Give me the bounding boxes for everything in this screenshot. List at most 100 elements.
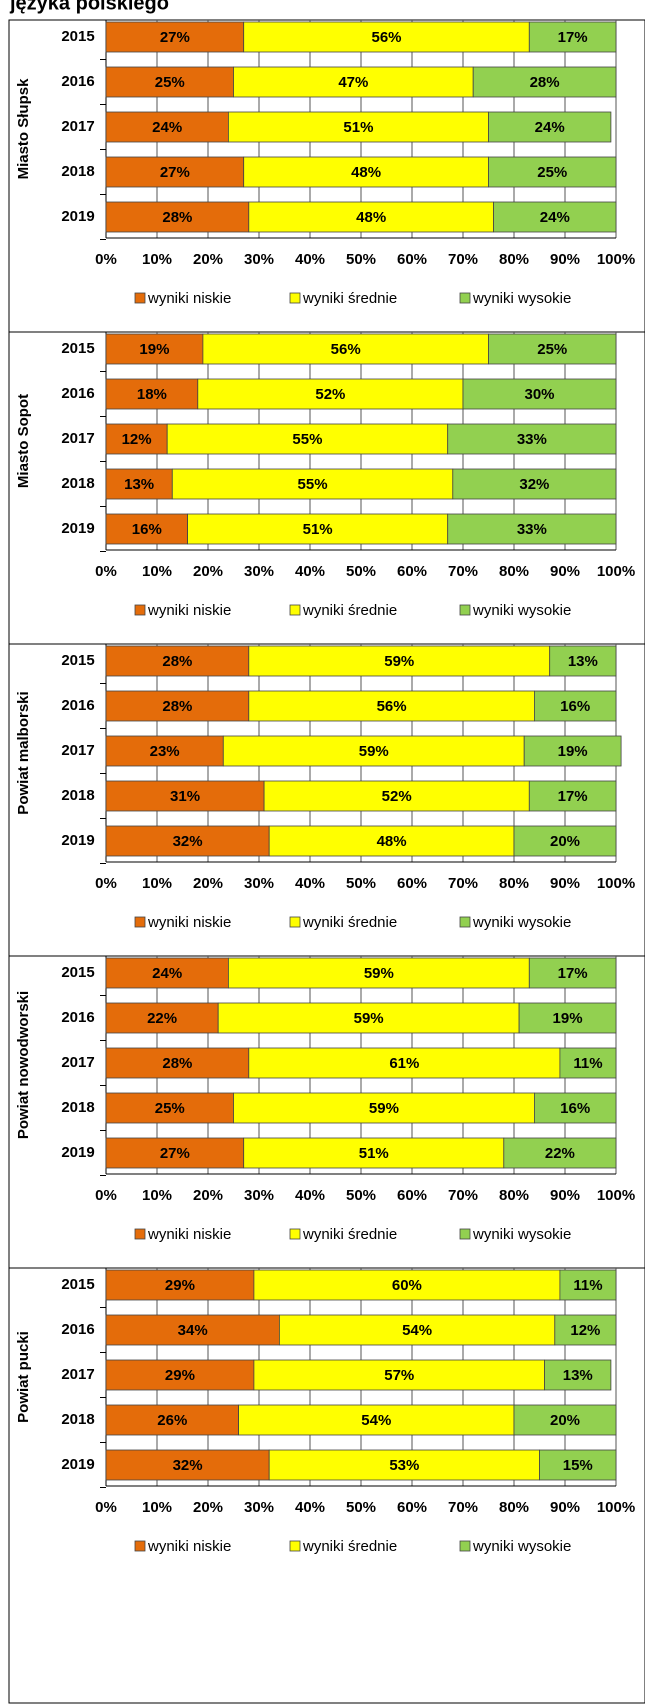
legend-label: wyniki niskie	[147, 290, 231, 307]
bar-segment	[105, 1359, 255, 1391]
value-label: 28%	[530, 74, 560, 91]
bar-segment	[559, 1047, 617, 1079]
bar-segment	[472, 66, 617, 98]
value-label: 11%	[573, 1055, 602, 1072]
value-label: 32%	[519, 476, 549, 493]
x-tick-label: 100%	[597, 875, 635, 892]
value-label: 51%	[359, 1145, 389, 1162]
value-label: 51%	[303, 521, 333, 538]
value-label: 12%	[570, 1322, 600, 1339]
bar-segment	[513, 825, 617, 857]
y-tick-label: 2018	[61, 163, 94, 180]
bar-segment	[105, 1449, 270, 1481]
x-tick-label: 80%	[499, 251, 529, 268]
legend-label: wyniki wysokie	[472, 1226, 571, 1243]
bar-segment	[233, 1092, 535, 1124]
bar-segment	[248, 1047, 561, 1079]
bar-segment	[187, 513, 449, 545]
value-label: 11%	[573, 1277, 602, 1294]
value-label: 33%	[517, 521, 547, 538]
value-label: 17%	[558, 788, 588, 805]
value-label: 16%	[560, 698, 590, 715]
value-label: 57%	[384, 1367, 414, 1384]
y-axis-label: Powiat nowodworski	[15, 991, 32, 1139]
value-label: 24%	[152, 965, 182, 982]
bar-segment	[488, 333, 617, 365]
value-label: 59%	[359, 743, 389, 760]
x-tick-label: 70%	[448, 251, 478, 268]
bar-segment	[447, 423, 617, 455]
bar-segment	[513, 1404, 617, 1436]
y-tick-label: 2016	[61, 1321, 94, 1338]
x-tick-label: 90%	[550, 875, 580, 892]
value-label: 48%	[351, 164, 381, 181]
value-label: 22%	[147, 1010, 177, 1027]
y-tick-label: 2019	[61, 1456, 94, 1473]
bar-segment	[105, 333, 204, 365]
panel-border	[8, 1267, 645, 1704]
x-tick-label: 60%	[397, 875, 427, 892]
x-tick-label: 20%	[193, 251, 223, 268]
value-label: 19%	[139, 341, 169, 358]
value-label: 59%	[364, 965, 394, 982]
bar-segment	[105, 735, 224, 767]
bar-segment	[227, 111, 489, 143]
y-tick-label: 2017	[61, 118, 94, 135]
value-label: 24%	[535, 119, 565, 136]
value-label: 25%	[155, 74, 185, 91]
value-label: 24%	[152, 119, 182, 136]
y-tick-label: 2019	[61, 520, 94, 537]
bar-segment	[243, 1137, 505, 1169]
y-tick-label: 2015	[61, 964, 94, 981]
x-tick-label: 60%	[397, 1499, 427, 1516]
bar-segment	[488, 111, 612, 143]
bar-segment	[171, 468, 454, 500]
y-tick-label: 2017	[61, 1366, 94, 1383]
x-tick-label: 30%	[244, 875, 274, 892]
x-tick-label: 100%	[597, 563, 635, 580]
x-tick-label: 90%	[550, 1187, 580, 1204]
value-label: 22%	[545, 1145, 575, 1162]
legend-swatch	[289, 292, 301, 304]
value-label: 54%	[402, 1322, 432, 1339]
value-label: 27%	[160, 1145, 190, 1162]
x-tick-label: 0%	[95, 563, 117, 580]
legend-label: wyniki wysokie	[472, 914, 571, 931]
x-tick-label: 80%	[499, 1187, 529, 1204]
legend-label: wyniki średnie	[302, 1226, 397, 1243]
bar-segment	[534, 1092, 617, 1124]
legend-label: wyniki średnie	[302, 1538, 397, 1555]
value-label: 27%	[160, 164, 190, 181]
x-tick-label: 40%	[295, 563, 325, 580]
value-label: 48%	[377, 833, 407, 850]
bar-segment	[105, 1404, 240, 1436]
bar-segment	[105, 690, 250, 722]
y-tick-label: 2018	[61, 1411, 94, 1428]
legend-swatch	[459, 604, 471, 616]
legend-label: wyniki wysokie	[472, 1538, 571, 1555]
x-tick-label: 90%	[550, 251, 580, 268]
x-tick-label: 10%	[142, 1499, 172, 1516]
bar-segment	[202, 333, 489, 365]
value-label: 33%	[517, 431, 547, 448]
legend-swatch	[289, 916, 301, 928]
legend-label: wyniki średnie	[302, 602, 397, 619]
value-label: 55%	[298, 476, 328, 493]
x-tick-label: 40%	[295, 1499, 325, 1516]
legend-swatch	[459, 1228, 471, 1240]
x-tick-label: 20%	[193, 1499, 223, 1516]
value-label: 51%	[343, 119, 373, 136]
value-label: 28%	[162, 209, 192, 226]
value-label: 26%	[157, 1412, 187, 1429]
legend-swatch	[459, 1540, 471, 1552]
value-label: 28%	[162, 698, 192, 715]
value-label: 16%	[132, 521, 162, 538]
bar-segment	[105, 1137, 245, 1169]
x-tick-label: 100%	[597, 1187, 635, 1204]
value-label: 52%	[315, 386, 345, 403]
x-tick-label: 10%	[142, 563, 172, 580]
value-label: 25%	[155, 1100, 185, 1117]
value-label: 25%	[537, 164, 567, 181]
value-label: 56%	[377, 698, 407, 715]
